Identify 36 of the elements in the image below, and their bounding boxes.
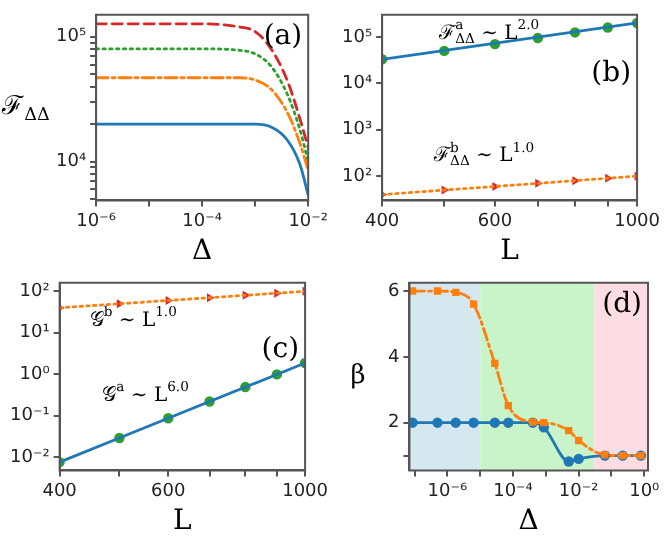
x-tick-label: 400 xyxy=(42,481,78,502)
x-tick-label: 10⁻⁶ xyxy=(76,211,117,232)
x-tick-label: 1000 xyxy=(614,211,661,232)
y-tick-label: 10² xyxy=(342,166,373,187)
annotation: (d) xyxy=(602,287,642,320)
x-tick-label: 10⁻⁴ xyxy=(493,481,534,502)
y-tick-label: 2 xyxy=(387,413,400,434)
y-tick-label: 10⁻² xyxy=(10,447,51,468)
x-axis-title: Δ xyxy=(192,235,213,268)
annotation: (a) xyxy=(263,19,303,52)
x-tick-label: 10⁻⁶ xyxy=(427,481,468,502)
y-tick-label: 10⁴ xyxy=(342,74,373,95)
x-tick-label: 600 xyxy=(477,211,513,232)
y-tick-label: 10⁵ xyxy=(56,27,87,48)
x-tick-label: 600 xyxy=(151,481,186,502)
y-tick-label: 10⁻¹ xyxy=(10,406,51,427)
y-tick-label: 6 xyxy=(387,281,400,302)
y-tick-label: 10² xyxy=(19,281,51,302)
y-axis-title: β xyxy=(350,361,366,392)
annotation: (c) xyxy=(261,332,300,365)
x-tick-label: 10⁻² xyxy=(288,211,329,232)
x-tick-label: 1000 xyxy=(282,481,329,502)
x-axis-title: Δ xyxy=(518,505,539,538)
annotation: (b) xyxy=(591,56,632,89)
y-tick-label: 10¹ xyxy=(19,323,51,344)
y-tick-label: 10³ xyxy=(342,120,373,141)
x-axis-title: L xyxy=(173,505,192,538)
x-tick-label: 10⁻² xyxy=(558,481,600,502)
y-tick-label: 10⁵ xyxy=(342,27,373,48)
x-tick-label: 10⁰ xyxy=(629,481,661,502)
x-axis-title: L xyxy=(500,235,519,268)
y-tick-label: 10⁰ xyxy=(19,364,51,385)
y-tick-label: 10⁴ xyxy=(56,152,87,173)
x-tick-label: 10⁻⁴ xyxy=(182,211,223,232)
x-tick-label: 400 xyxy=(364,211,400,232)
y-tick-label: 4 xyxy=(387,347,400,368)
